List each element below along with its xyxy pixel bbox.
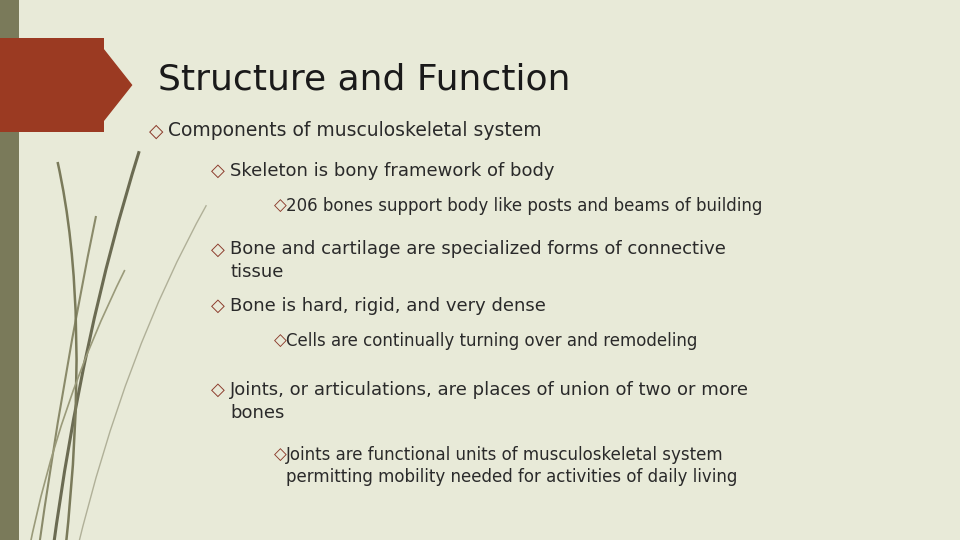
Text: Cells are continually turning over and remodeling: Cells are continually turning over and r… — [286, 332, 698, 350]
Text: ◇: ◇ — [149, 122, 163, 140]
Text: ◇: ◇ — [211, 381, 225, 399]
Text: Components of musculoskeletal system: Components of musculoskeletal system — [168, 122, 541, 140]
Text: 206 bones support body like posts and beams of building: 206 bones support body like posts and be… — [286, 197, 762, 215]
Text: ◇: ◇ — [274, 446, 286, 463]
Text: ◇: ◇ — [211, 297, 225, 315]
Bar — [0, 38, 104, 132]
Text: Bone is hard, rigid, and very dense: Bone is hard, rigid, and very dense — [230, 297, 546, 315]
Text: ◇: ◇ — [274, 332, 286, 350]
Text: ◇: ◇ — [274, 197, 286, 215]
Polygon shape — [0, 46, 132, 124]
Bar — [0, 0, 19, 540]
Text: Structure and Function: Structure and Function — [158, 62, 571, 96]
Text: Joints are functional units of musculoskeletal system
permitting mobility needed: Joints are functional units of musculosk… — [286, 446, 737, 487]
Text: ◇: ◇ — [211, 162, 225, 180]
Text: Joints, or articulations, are places of union of two or more
bones: Joints, or articulations, are places of … — [230, 381, 750, 422]
Text: ◇: ◇ — [211, 240, 225, 258]
Text: Bone and cartilage are specialized forms of connective
tissue: Bone and cartilage are specialized forms… — [230, 240, 727, 281]
Text: Skeleton is bony framework of body: Skeleton is bony framework of body — [230, 162, 555, 180]
